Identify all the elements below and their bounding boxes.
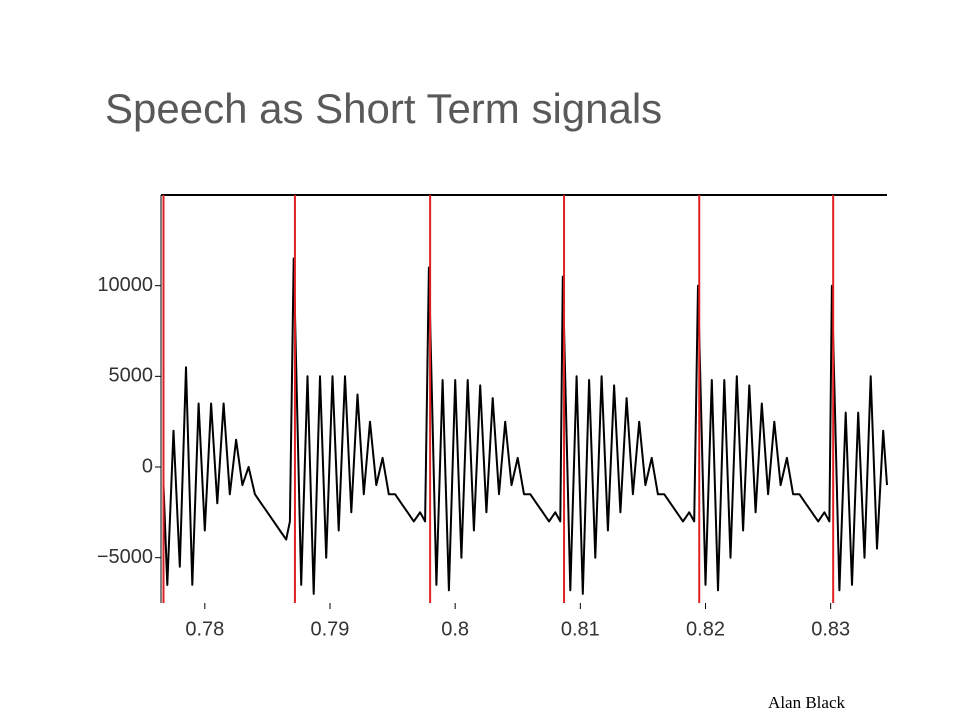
- x-tick-label: 0.81: [561, 618, 600, 640]
- slide-title: Speech as Short Term signals: [105, 85, 662, 132]
- x-tick-label: 0.78: [185, 618, 224, 640]
- y-tick-label: 5000: [109, 365, 154, 387]
- x-tick-label: 0.79: [311, 618, 350, 640]
- x-tick-label: 0.82: [686, 618, 725, 640]
- plot: −5000 0 5000 10000 0.78 0.79 0.8 0.81 0.82 0.83: [97, 194, 888, 640]
- footer: Alan Black: [768, 693, 845, 712]
- y-tick-label: 0: [142, 455, 153, 477]
- waveform: [162, 257, 888, 595]
- x-tick-label: 0.83: [811, 618, 850, 640]
- y-tick-label: 10000: [97, 274, 153, 296]
- y-tick-label: −5000: [97, 546, 153, 568]
- x-tick-label: 0.8: [441, 618, 469, 640]
